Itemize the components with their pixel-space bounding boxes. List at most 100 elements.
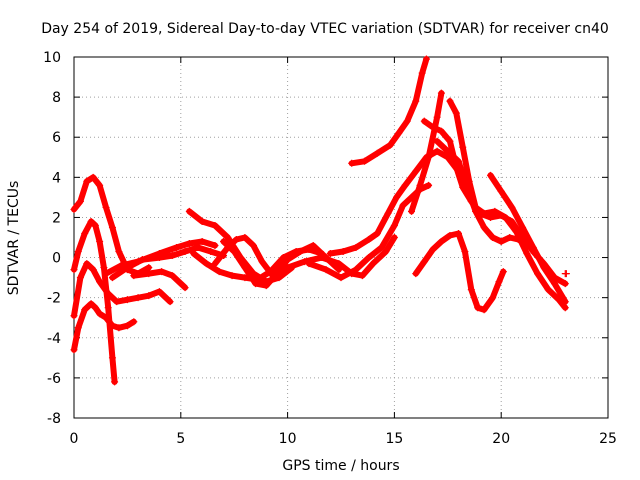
series-arc-10 (220, 238, 343, 290)
y-axis-label: SDTVAR / TECUs (6, 181, 22, 296)
series-arc-22 (561, 270, 570, 278)
data-point-marker (401, 181, 409, 189)
data-point-marker (523, 250, 531, 258)
data-point-marker (506, 234, 514, 241)
data-point-marker (395, 129, 403, 137)
data-point-marker (352, 244, 360, 252)
data-point-marker (155, 250, 163, 258)
data-point-marker (365, 236, 373, 244)
plot-frame (73, 56, 609, 419)
data-point-marker (249, 242, 257, 250)
data-point-marker (91, 304, 99, 312)
data-point-marker (215, 268, 223, 276)
series-line (434, 138, 522, 245)
data-point-marker (211, 242, 219, 250)
y-tick-label: 4 (52, 170, 61, 186)
data-point-marker (420, 258, 428, 266)
chart-title: Day 254 of 2019, Sidereal Day-to-day VTE… (41, 21, 609, 37)
data-point-marker (89, 266, 97, 274)
series-arc-18 (412, 229, 507, 314)
series-arc-20 (487, 171, 569, 306)
series-arc-16 (407, 89, 445, 215)
data-point-marker (461, 248, 469, 256)
data-point-marker (433, 113, 441, 121)
data-point-marker (258, 258, 266, 266)
data-point-marker (412, 270, 420, 278)
data-point-marker (81, 306, 89, 314)
data-point-marker (489, 294, 497, 302)
data-point-marker (480, 223, 488, 231)
data-point-marker (446, 97, 454, 105)
data-point-marker (100, 264, 108, 272)
data-point-marker (96, 181, 104, 189)
data-point-marker (113, 298, 121, 306)
x-tick-label: 20 (492, 431, 510, 447)
data-point-marker (491, 207, 499, 215)
series-arc-4 (70, 260, 174, 320)
data-point-marker (561, 280, 569, 288)
data-point-marker (373, 229, 381, 237)
series-line (71, 218, 118, 385)
series-line (306, 182, 432, 281)
data-point-marker (91, 221, 99, 229)
data-point-marker (422, 55, 430, 63)
data-point-marker (378, 244, 386, 252)
data-point-marker (335, 260, 343, 268)
data-point-marker (211, 221, 219, 229)
data-point-marker (296, 248, 304, 256)
data-point-marker (115, 324, 123, 332)
data-point-marker (433, 147, 441, 155)
data-point-marker (412, 97, 420, 105)
axis-ticks: 0 5 10 15 20 25 -8 -6 -4 -2 0 2 4 6 8 10 (43, 50, 617, 447)
data-point-marker (89, 173, 97, 181)
data-point-marker (104, 304, 112, 312)
data-point-marker (123, 296, 131, 304)
data-point-marker (472, 207, 480, 215)
data-point-marker (425, 181, 433, 189)
data-point-marker (241, 274, 249, 282)
data-point-marker (369, 260, 377, 268)
data-point-marker (399, 201, 407, 209)
data-point-marker (185, 207, 193, 215)
data-point-marker (83, 260, 91, 268)
data-point-marker (433, 137, 441, 145)
data-point-marker (551, 280, 559, 288)
x-tick-label: 10 (279, 431, 297, 447)
data-point-marker (499, 268, 507, 276)
y-tick-label: 10 (43, 50, 61, 66)
data-point-marker (232, 236, 240, 244)
data-point-marker (540, 264, 548, 272)
data-point-marker (145, 270, 153, 278)
data-point-marker (207, 248, 215, 256)
data-point-marker (480, 209, 488, 217)
series-arc-2 (70, 217, 119, 386)
data-point-marker (384, 209, 392, 217)
data-point-marker (429, 123, 437, 131)
data-point-marker (452, 109, 460, 117)
data-point-marker (489, 234, 497, 241)
data-point-marker (252, 280, 260, 288)
series-arc-15 (348, 55, 430, 167)
data-point-marker (454, 157, 462, 165)
data-point-marker (130, 318, 138, 326)
data-point-marker (130, 272, 138, 280)
data-point-marker (224, 234, 232, 241)
data-point-marker (437, 89, 445, 97)
data-point-marker (96, 310, 104, 318)
series-line (348, 56, 430, 167)
series-arc-12 (284, 234, 398, 280)
data-point-marker (474, 304, 482, 312)
data-point-marker (76, 197, 84, 205)
data-point-marker (102, 203, 110, 211)
data-point-marker (437, 127, 445, 135)
data-point-marker (230, 248, 238, 256)
data-point-marker (487, 171, 495, 179)
data-point-marker (337, 274, 345, 282)
data-point-marker (190, 250, 198, 258)
data-point-marker (467, 286, 475, 294)
series-line (212, 234, 287, 279)
data-point-marker (373, 149, 381, 157)
data-point-marker (134, 294, 142, 302)
data-point-marker (322, 266, 330, 274)
data-point-marker (104, 290, 112, 298)
